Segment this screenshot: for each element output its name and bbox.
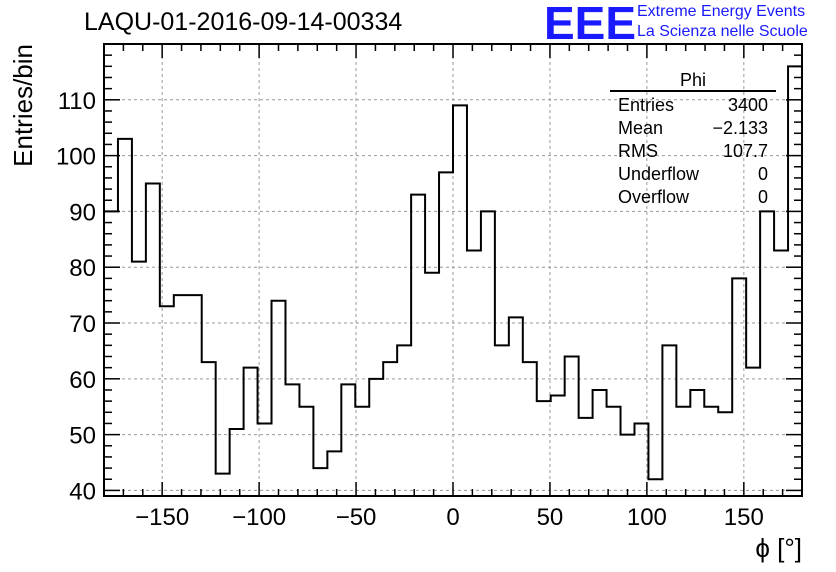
histogram-bin (244, 368, 258, 496)
histogram-bin (425, 273, 439, 496)
chart-title: LAQU-01-2016-09-14-00334 (84, 8, 403, 36)
stats-value: −2.133 (712, 118, 768, 138)
stats-rule (610, 90, 776, 92)
stats-row-mean: Mean −2.133 (610, 117, 776, 140)
histogram-bin (146, 184, 160, 496)
x-tick-label: −100 (232, 504, 286, 531)
histogram-bin (648, 479, 662, 496)
histogram-bin (760, 211, 774, 496)
stats-value: 3400 (727, 95, 768, 115)
histogram-bin (509, 317, 523, 496)
histogram-bin (327, 451, 341, 496)
x-tick-label: −50 (336, 504, 377, 531)
histogram-bin (369, 379, 383, 496)
histogram-bin (174, 295, 188, 496)
histogram-bin (313, 468, 327, 496)
y-tick-label: 70 (69, 311, 96, 338)
histogram-bin (467, 250, 481, 496)
stats-label: Overflow (618, 187, 690, 207)
histogram-bin (565, 356, 579, 496)
y-tick-label: 90 (69, 199, 96, 226)
histogram-series (104, 65, 802, 481)
histogram-bin (411, 195, 425, 496)
stats-row-rms: RMS 107.7 (610, 140, 776, 163)
histogram-bin (202, 362, 216, 496)
histogram-bin (383, 362, 397, 496)
histogram-bin (397, 345, 411, 496)
stats-row-underflow: Underflow 0 (610, 163, 776, 186)
stats-value: 0 (757, 187, 768, 207)
histogram-bin (481, 211, 495, 496)
histogram-bin (746, 368, 760, 496)
histogram-bin (104, 211, 118, 496)
histogram-bin (718, 412, 732, 496)
y-tick-label: 110 (58, 88, 96, 115)
stats-row-overflow: Overflow 0 (610, 186, 776, 209)
histogram-bin (272, 301, 286, 496)
histogram-bin (551, 396, 565, 496)
histogram-bin (216, 474, 230, 496)
histogram-bin (774, 250, 788, 496)
y-tick-label: 100 (56, 144, 96, 171)
histogram-bin (732, 278, 746, 496)
histogram-bin (230, 429, 244, 496)
x-tick-label: 0 (446, 504, 459, 531)
x-tick-label: 50 (537, 504, 564, 531)
histogram-bin (662, 345, 676, 496)
histogram-bin (676, 407, 690, 496)
histogram-bin (188, 295, 202, 496)
x-tick-label: 100 (627, 504, 667, 531)
histogram-bin (439, 172, 453, 496)
stats-label: Mean (618, 118, 664, 138)
stats-label: Underflow (618, 164, 700, 184)
stats-name: Phi (679, 70, 706, 90)
stats-label: RMS (618, 141, 658, 161)
y-tick-label: 60 (69, 367, 96, 394)
histogram-bin (537, 401, 551, 496)
histogram-bin (788, 66, 802, 496)
y-tick-label: 80 (69, 255, 96, 282)
histogram-bin (690, 390, 704, 496)
histogram-bin (704, 407, 718, 496)
histogram-bin (495, 345, 509, 496)
x-axis-label: ϕ [°] (755, 533, 802, 563)
y-tick-label: 40 (69, 478, 96, 505)
stats-row-entries: Entries 3400 (610, 94, 776, 117)
eee-logo: EEE (544, 0, 637, 49)
stats-value: 0 (757, 164, 768, 184)
logo-line-1: Extreme Energy Events (637, 3, 806, 20)
histogram-bin (607, 407, 621, 496)
histogram-bin (160, 306, 174, 496)
stats-label: Entries (618, 95, 675, 115)
y-axis-label: Entries/bin (8, 44, 38, 167)
x-tick-label: 150 (724, 504, 764, 531)
histogram-bin (621, 435, 635, 496)
histogram-bin (355, 407, 369, 496)
histogram-bin (299, 407, 313, 496)
histogram-bin (341, 384, 355, 496)
histogram-bin (132, 262, 146, 496)
histogram-bin (118, 139, 132, 496)
histogram-bin (453, 105, 467, 496)
stats-box: Phi Entries 3400 Mean −2.133 RMS 107.7 U… (610, 70, 776, 209)
histogram-bin (593, 390, 607, 496)
x-tick-label: −150 (135, 504, 189, 531)
y-tick-label: 50 (69, 423, 96, 450)
stats-value: 107.7 (722, 141, 768, 161)
logo-line-2: La Scienza nelle Scuole (637, 23, 808, 40)
histogram-bin (579, 418, 593, 496)
histogram-bin (523, 362, 537, 496)
histogram-bin (285, 384, 299, 496)
